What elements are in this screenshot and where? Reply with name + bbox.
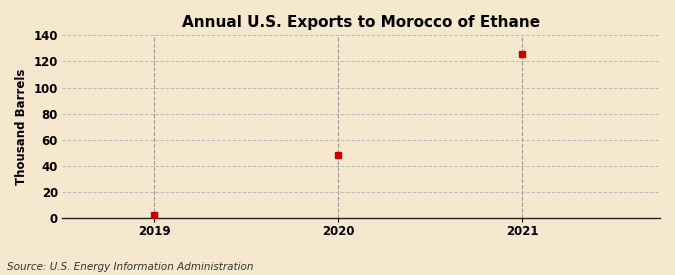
Text: Source: U.S. Energy Information Administration: Source: U.S. Energy Information Administ…: [7, 262, 253, 272]
Y-axis label: Thousand Barrels: Thousand Barrels: [15, 68, 28, 185]
Title: Annual U.S. Exports to Morocco of Ethane: Annual U.S. Exports to Morocco of Ethane: [182, 15, 540, 30]
